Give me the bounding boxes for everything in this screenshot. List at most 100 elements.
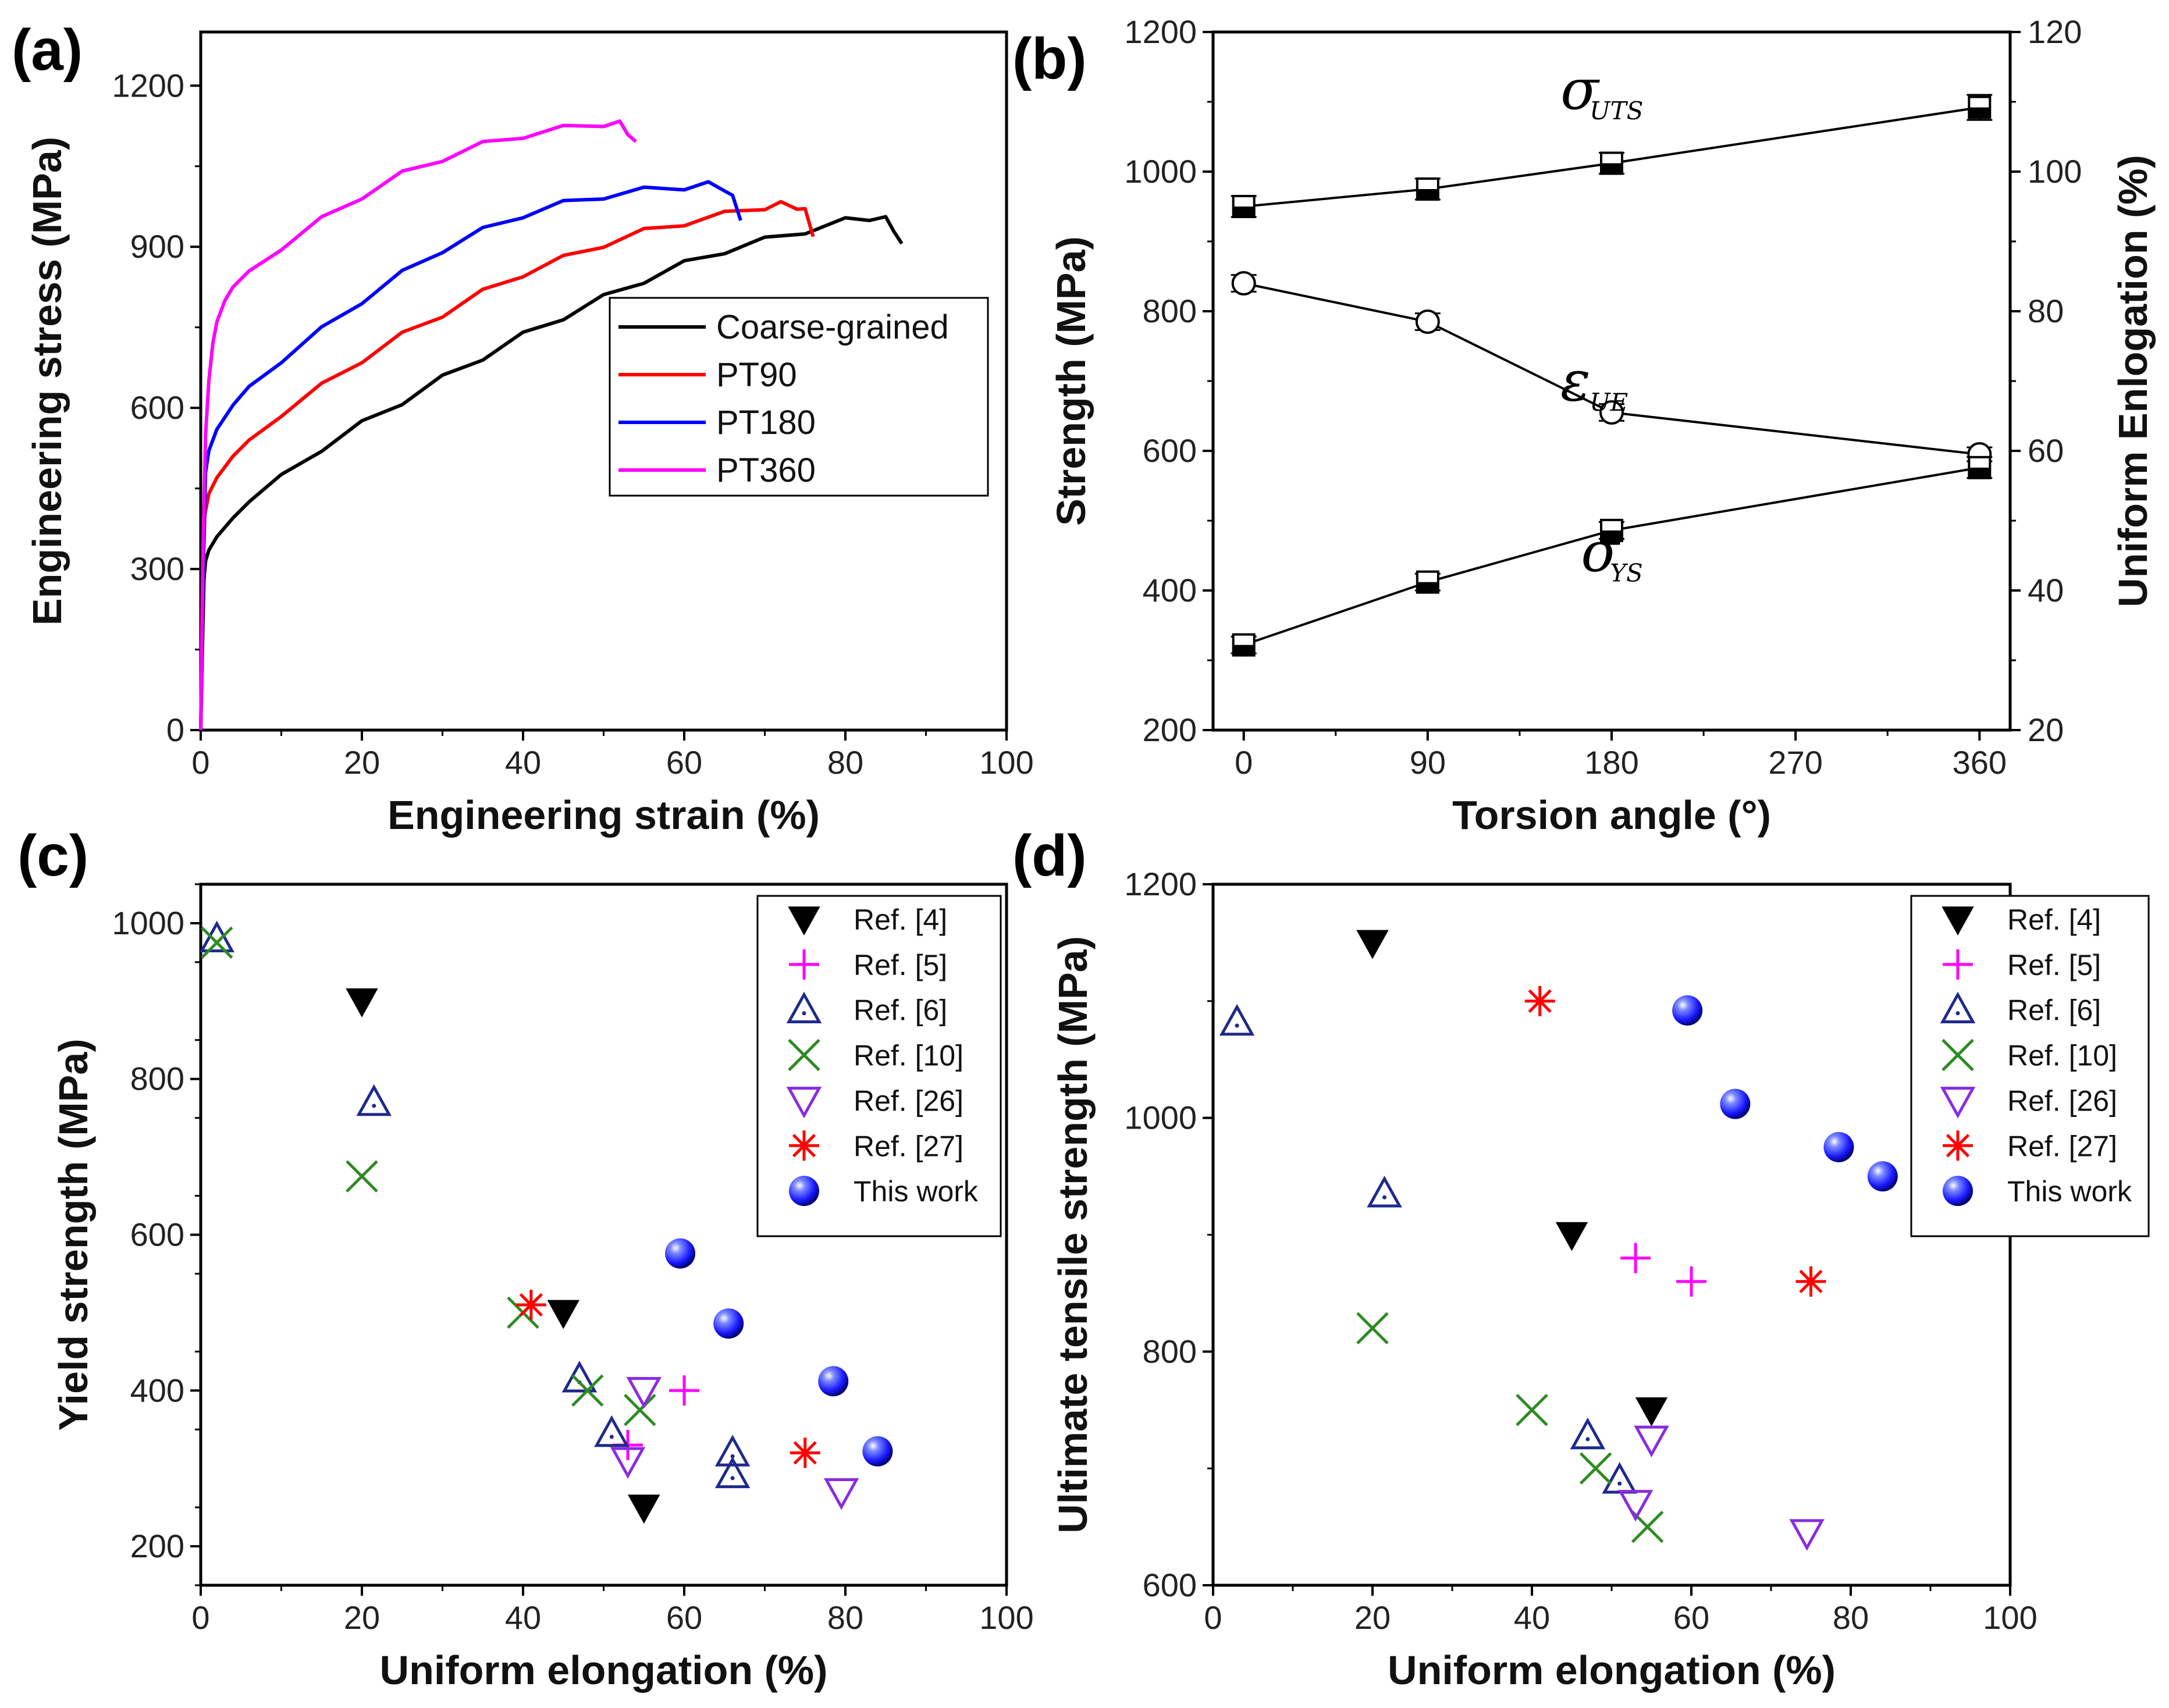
marker-uts xyxy=(1968,95,1992,119)
marker-ue xyxy=(1599,400,1624,425)
marker-shape xyxy=(792,1134,816,1158)
legend-marker-c xyxy=(789,949,819,980)
marker-shape xyxy=(1570,1417,1606,1450)
y-tick-label-a: 900 xyxy=(130,228,184,265)
x-tick-label-a: 60 xyxy=(666,744,702,781)
marker-ue xyxy=(1231,271,1256,296)
point-ref-4- xyxy=(1555,1222,1588,1251)
point-ref-27- xyxy=(790,1437,820,1468)
marker-shape xyxy=(1516,1393,1548,1426)
point-ref-10- xyxy=(624,1393,656,1426)
x-tick-label-a: 100 xyxy=(979,744,1033,781)
point-ref-10- xyxy=(1356,1312,1389,1344)
y-tick-label-c: 200 xyxy=(130,1528,184,1564)
legend-marker-d xyxy=(1943,1176,1973,1207)
marker-shape xyxy=(1617,1490,1654,1522)
y2-tick-label-b: 20 xyxy=(2028,711,2064,748)
y-tick-label-d: 800 xyxy=(1143,1333,1197,1369)
legend-label-c: Ref. [4] xyxy=(854,903,947,936)
marker-ue xyxy=(1415,309,1440,334)
legend-marker-c xyxy=(786,991,822,1024)
marker-shape xyxy=(356,1084,392,1116)
y-tick-label-b: 1000 xyxy=(1124,153,1197,190)
x-tick-label-d: 60 xyxy=(1673,1599,1709,1636)
legend-label-a: Coarse-grained xyxy=(716,308,949,346)
marker-shape xyxy=(346,988,378,1017)
panel-a-label: (a) xyxy=(12,17,83,83)
curve-pt90 xyxy=(199,200,815,731)
legend-label-c: Ref. [5] xyxy=(854,949,947,981)
marker-shape xyxy=(1940,1087,1976,1119)
point-ref-6- xyxy=(1219,1004,1255,1036)
point-ref-26- xyxy=(626,1376,662,1409)
x-tick-label-d: 40 xyxy=(1514,1599,1550,1636)
point-ref-27- xyxy=(1795,1266,1826,1297)
legend-marker-d xyxy=(1942,906,1974,936)
marker-shape xyxy=(594,1415,630,1447)
marker-dot xyxy=(1617,1481,1622,1486)
x-tick-label-c: 40 xyxy=(505,1599,541,1636)
legend-label-d: Ref. [27] xyxy=(2007,1130,2117,1162)
legend-label-c: Ref. [27] xyxy=(854,1130,963,1162)
panel-c-label: (c) xyxy=(17,823,88,888)
y2-tick-label-b: 100 xyxy=(2028,153,2082,190)
y-axis-title-b: Strength (MPa) xyxy=(1048,236,1094,526)
y-tick-label-c: 800 xyxy=(130,1061,184,1097)
marker-dot xyxy=(802,1011,806,1016)
y-axis-title-c: Yield strength (MPa) xyxy=(51,1038,96,1431)
marker-shape xyxy=(1942,906,1974,936)
point-this-work xyxy=(665,1238,696,1269)
chart-d-uts-vs-elongation: 0 20 40 60 80 100 600 800 1000 1200 Uniform elonga… xyxy=(1050,866,2150,1693)
x-tick-label-c: 0 xyxy=(191,1599,209,1636)
marker-shape xyxy=(626,1376,662,1409)
marker-fill xyxy=(1233,645,1254,656)
point-ref-27- xyxy=(515,1290,546,1320)
y-tick-label-c: 400 xyxy=(130,1372,184,1408)
y-tick-label-a: 300 xyxy=(130,550,184,587)
x-tick-label-d: 20 xyxy=(1354,1599,1391,1636)
series-label-sub-ue: UE xyxy=(1590,388,1628,417)
y-tick-label-a: 0 xyxy=(166,711,184,748)
y-tick-label-d: 600 xyxy=(1143,1567,1197,1603)
marker-shape xyxy=(713,1308,744,1339)
x-tick-label-d: 100 xyxy=(1983,1599,2037,1636)
marker-shape xyxy=(547,1300,579,1329)
chart-c-yield-vs-elongation: 0 20 40 60 80 100 200 400 600 800 1000 Uniform elon… xyxy=(51,883,1034,1693)
marker-shape xyxy=(1789,1519,1825,1551)
marker-shape xyxy=(1635,1397,1668,1426)
marker-shape xyxy=(610,1447,646,1479)
marker-ys xyxy=(1968,456,1992,479)
marker-shape xyxy=(786,1087,822,1119)
marker-shape xyxy=(628,1494,660,1524)
legend-label-c: Ref. [26] xyxy=(854,1084,963,1117)
marker-shape xyxy=(786,991,822,1024)
marker-shape xyxy=(1219,1004,1255,1036)
x-tick-label-d: 80 xyxy=(1833,1599,1869,1636)
y2-tick-label-b: 40 xyxy=(2028,572,2064,609)
x-tick-label-b: 360 xyxy=(1953,744,2007,781)
point-ref-26- xyxy=(1789,1519,1825,1551)
marker-shape xyxy=(1367,1176,1402,1208)
point-ref-6- xyxy=(356,1084,392,1116)
y2-axis-title-b: Uniform Enlogation (%) xyxy=(2110,155,2156,607)
point-ref-5- xyxy=(1620,1243,1651,1273)
marker-fill xyxy=(1969,107,1990,118)
y-tick-label-d: 1000 xyxy=(1124,1099,1197,1136)
marker-shape xyxy=(1672,995,1703,1026)
marker-fill xyxy=(1969,467,1990,478)
marker-shape xyxy=(1867,1161,1898,1192)
marker-dot xyxy=(730,1454,735,1458)
marker-shape xyxy=(1528,989,1552,1013)
legend-box-a xyxy=(609,297,989,497)
x-tick-label-a: 0 xyxy=(191,744,209,781)
point-this-work xyxy=(818,1366,849,1397)
marker-shape xyxy=(1634,1425,1669,1458)
marker-dot xyxy=(730,1476,735,1481)
x-axis-title-d: Uniform elongation (%) xyxy=(1388,1647,1836,1693)
marker-shape xyxy=(519,1293,543,1317)
point-ref-26- xyxy=(610,1447,646,1479)
y2-tick-label-b: 60 xyxy=(2028,432,2064,469)
point-ref-27- xyxy=(1524,985,1555,1016)
x-axis-title-b: Torsion angle (°) xyxy=(1452,792,1771,838)
point-ref-26- xyxy=(823,1478,859,1510)
